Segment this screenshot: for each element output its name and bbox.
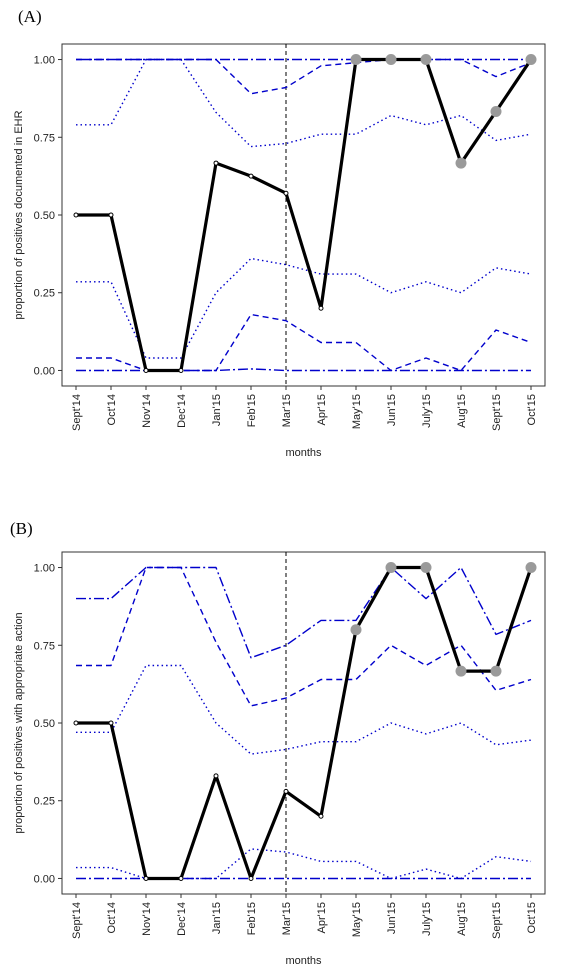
series-line-observed [76,565,533,881]
data-point [318,813,324,819]
highlight-point [525,562,537,574]
highlight-point [350,624,362,636]
chart-panel-b: (B) 0.00 0.25 0.50 0.75 1.00 Sept'14 Oct'14 Nov'… [10,519,546,967]
highlight-point [350,54,362,66]
x-tick-label: Sept'14 [71,902,83,939]
highlight-point [525,54,537,66]
series-line-dotted-limit [76,257,532,359]
series-line-dotted-limit [76,664,532,755]
x-tick-label: Nov'14 [141,394,153,428]
x-tick-label: Mar'15 [281,394,293,427]
highlight-point [385,562,397,574]
series-line-dashed-limit [76,313,532,372]
y-tick-label: 0.50 [34,210,55,222]
x-tick-label: Oct'15 [526,902,538,933]
data-point [248,173,254,179]
series-line-observed [76,57,533,373]
highlight-point [455,157,467,169]
highlight-point [385,54,397,66]
x-tick-label: May'15 [351,902,363,937]
x-axis-title: months [285,447,322,459]
data-point [108,212,114,218]
highlight-point [490,665,502,677]
x-tick-label: July'15 [421,394,433,428]
y-axis-title: proportion of positives documented in EH… [13,110,25,319]
panel-label: (B) [10,519,33,538]
y-tick-label: 0.75 [34,640,55,652]
x-tick-label: Oct'14 [106,394,118,425]
x-tick-label: Jan'15 [211,902,223,934]
data-point [178,875,184,881]
x-tick-label: May'15 [351,394,363,429]
highlight-point [420,54,432,66]
x-axis-title: months [285,955,322,967]
data-point [248,875,254,881]
data-point [108,720,114,726]
x-tick-label: Apr'15 [316,902,328,933]
x-tick-label: Jun'15 [386,394,398,426]
data-point [73,720,79,726]
highlight-point [455,665,467,677]
x-tick-label: Oct'15 [526,394,538,425]
x-tick-label: July'15 [421,902,433,936]
x-tick-label: Dec'14 [176,394,188,428]
x-tick-label: Feb'15 [246,902,258,935]
highlight-point [490,105,502,117]
y-tick-label: 0.50 [34,718,55,730]
data-point [318,305,324,311]
x-tick-label: Jun'15 [386,902,398,934]
x-tick-label: Sept'14 [71,394,83,431]
plot-frame [61,551,546,895]
data-point [283,190,289,196]
y-tick-label: 0.75 [34,132,55,144]
x-tick-label: Mar'15 [281,902,293,935]
x-tick-label: Sept'15 [491,394,503,431]
x-tick-label: Dec'14 [176,902,188,936]
x-tick-label: Aug'15 [456,394,468,428]
x-tick-label: Apr'15 [316,394,328,425]
highlight-point [420,562,432,574]
series-line-dashed-limit [76,566,532,707]
data-point [143,367,149,373]
series-line-dashdot-limit [76,566,532,659]
y-tick-label: 0.25 [34,288,55,300]
x-tick-label: Jan'15 [211,394,223,426]
panel-label: (A) [18,7,42,26]
y-tick-label: 0.25 [34,796,55,808]
series-line-dotted-limit [76,58,532,148]
y-tick-label: 0.00 [34,365,55,377]
chart-panel-a: (A) 0.00 0.25 0.50 0.75 1.00 Sept'14 Oct'14 Nov'… [13,7,546,459]
data-point [178,367,184,373]
y-tick-label: 1.00 [34,55,55,67]
data-point [283,788,289,794]
y-tick-label: 0.00 [34,873,55,885]
data-point [143,875,149,881]
x-tick-label: Sept'15 [491,902,503,939]
y-axis-title: proportion of positives with appropriate… [13,612,25,833]
x-tick-label: Aug'15 [456,902,468,936]
y-tick-label: 1.00 [34,563,55,575]
x-tick-label: Feb'15 [246,394,258,427]
plot-frame [61,43,546,387]
data-point [213,773,219,779]
x-tick-label: Oct'14 [106,902,118,933]
data-point [213,160,219,166]
x-tick-label: Nov'14 [141,902,153,936]
data-point [73,212,79,218]
